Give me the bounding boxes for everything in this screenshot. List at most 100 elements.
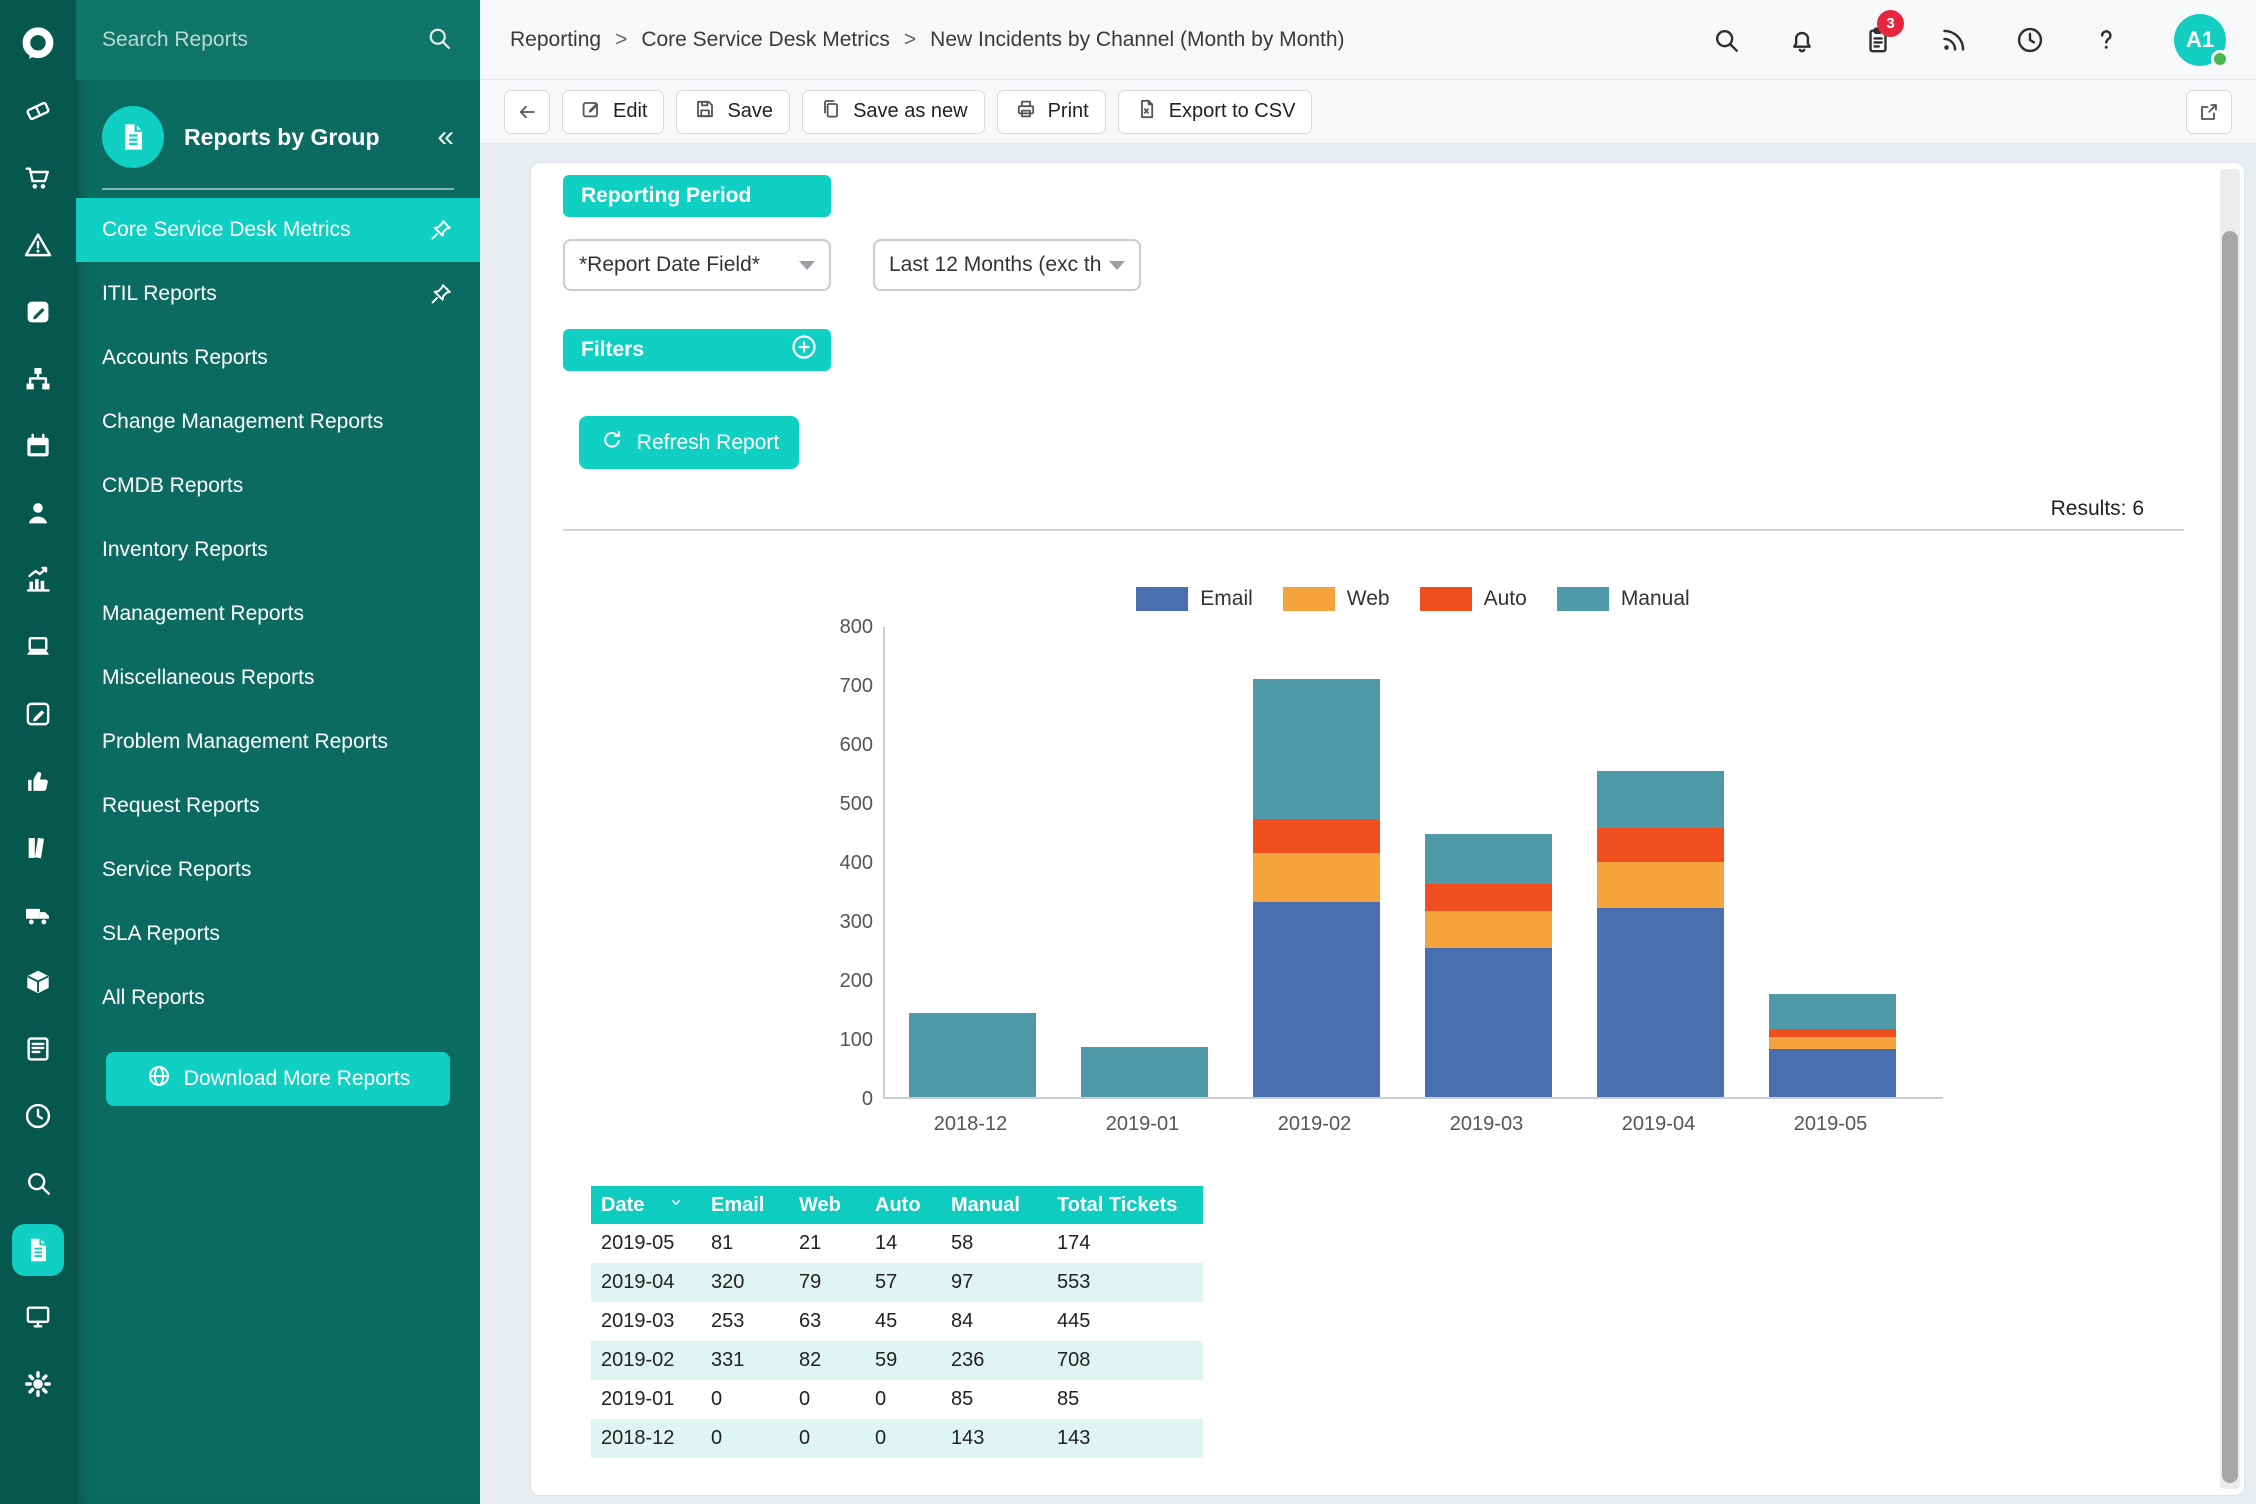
table-cell: 0 <box>875 1388 887 1410</box>
table-cell: 84 <box>951 1310 974 1332</box>
stacked-bar-2019-01 <box>1081 1046 1208 1097</box>
rail-delivery-truck-icon[interactable] <box>0 881 76 948</box>
table-row[interactable]: 2019-03 253 63 45 84 445 <box>591 1302 1203 1341</box>
table-header-date[interactable]: Date <box>591 1186 703 1224</box>
save-button[interactable]: Save <box>676 89 791 134</box>
clipboard-tasks-icon[interactable]: 3 <box>1862 9 1904 56</box>
x-axis-label: 2019-05 <box>1793 1113 1868 1135</box>
rail-sitemap-icon[interactable] <box>0 345 76 412</box>
legend-label: Email <box>1200 587 1253 610</box>
bar-segment-manual <box>1769 994 1896 1029</box>
globe-icon <box>146 1063 172 1095</box>
breadcrumb-item[interactable]: New Incidents by Channel (Month by Month… <box>930 27 1345 51</box>
table-header-email[interactable]: Email <box>703 1186 791 1224</box>
legend-swatch <box>1136 587 1189 611</box>
table-header-manual[interactable]: Manual <box>943 1186 1049 1224</box>
rail-shopping-cart-icon[interactable] <box>0 144 76 211</box>
breadcrumb-item[interactable]: Core Service Desk Metrics <box>641 27 890 51</box>
table-row[interactable]: 2019-05 81 21 14 58 174 <box>591 1224 1203 1263</box>
rail-monitor-icon[interactable] <box>0 1283 76 1350</box>
period-dropdown[interactable]: Last 12 Months (exc this … <box>873 239 1141 291</box>
search-icon[interactable] <box>424 23 454 58</box>
sidebar-item-accounts-reports[interactable]: Accounts Reports <box>76 326 480 390</box>
card-scrollbar-thumb[interactable] <box>2222 231 2238 1483</box>
edit-button[interactable]: Edit <box>562 89 665 134</box>
legend-swatch <box>1282 587 1335 611</box>
rail-calendar-icon[interactable] <box>0 412 76 479</box>
sidebar-item-inventory-reports[interactable]: Inventory Reports <box>76 518 480 582</box>
table-header-web[interactable]: Web <box>791 1186 867 1224</box>
sidebar-item-core-service-desk-metrics[interactable]: Core Service Desk Metrics <box>76 198 480 262</box>
rail-clock-icon[interactable] <box>0 1082 76 1149</box>
sidebar-item-problem-management-reports[interactable]: Problem Management Reports <box>76 710 480 774</box>
breadcrumb-item[interactable]: Reporting <box>510 27 602 51</box>
sidebar-item-request-reports[interactable]: Request Reports <box>76 774 480 838</box>
user-avatar[interactable]: A1 <box>2174 13 2229 68</box>
refresh-report-label: Refresh Report <box>636 430 780 454</box>
rail-user-icon[interactable] <box>0 479 76 546</box>
rail-search-icon[interactable] <box>0 1149 76 1216</box>
bar-segment-manual <box>1597 770 1724 828</box>
open-in-new-window-button[interactable] <box>2186 89 2232 134</box>
search-reports-input[interactable] <box>102 28 424 52</box>
report-date-field-dropdown[interactable]: *Report Date Field* <box>563 239 831 291</box>
rail-settings-gear-icon[interactable] <box>0 1350 76 1417</box>
chart-plot-area: 0 100 200 300 400 500 600 700 800 <box>840 616 1943 1110</box>
rail-edit-square-icon[interactable] <box>0 278 76 345</box>
export-to-csv-button[interactable]: Export to CSV <box>1117 89 1313 134</box>
sidebar-item-cmdb-reports[interactable]: CMDB Reports <box>76 454 480 518</box>
sidebar-item-change-management-reports[interactable]: Change Management Reports <box>76 390 480 454</box>
print-button[interactable]: Print <box>996 89 1106 134</box>
table-header-auto[interactable]: Auto <box>867 1186 943 1224</box>
table-row[interactable]: 2019-02 331 82 59 236 708 <box>591 1341 1203 1380</box>
sidebar-item-sla-reports[interactable]: SLA Reports <box>76 902 480 966</box>
rail-laptop-icon[interactable] <box>0 613 76 680</box>
table-cell: 97 <box>951 1271 974 1293</box>
back-button[interactable] <box>504 89 550 134</box>
rss-feed-icon[interactable] <box>1938 24 1970 56</box>
rail-thumbs-up-icon[interactable] <box>0 747 76 814</box>
rail-warning-triangle-icon[interactable] <box>0 211 76 278</box>
bell-icon[interactable] <box>1786 24 1818 56</box>
rail-ticket-icon[interactable] <box>0 77 76 144</box>
rail-note-edit-icon[interactable] <box>0 680 76 747</box>
sidebar-item-all-reports[interactable]: All Reports <box>76 966 480 1030</box>
sidebar-item-service-reports[interactable]: Service Reports <box>76 838 480 902</box>
csv-file-icon <box>1135 97 1159 127</box>
table-header-total-tickets[interactable]: Total Tickets <box>1049 1186 1203 1224</box>
card-scrollbar[interactable] <box>2220 169 2240 1489</box>
rail-bar-chart-icon[interactable] <box>0 546 76 613</box>
save-as-new-button[interactable]: Save as new <box>802 89 985 134</box>
bar-segment-manual <box>1425 834 1552 885</box>
table-cell: 0 <box>711 1427 723 1449</box>
collapse-sidebar-icon[interactable]: « <box>437 120 454 153</box>
edit-icon <box>579 97 603 127</box>
x-axis-label: 2019-04 <box>1621 1113 1696 1135</box>
help-icon[interactable] <box>2090 24 2122 56</box>
group-header-title: Reports by Group <box>184 123 380 150</box>
pushpin-icon[interactable] <box>428 217 454 243</box>
sort-descending-icon[interactable] <box>666 1192 686 1218</box>
sidebar-item-miscellaneous-reports[interactable]: Miscellaneous Reports <box>76 646 480 710</box>
rail-books-icon[interactable] <box>0 814 76 881</box>
table-cell: 2019-01 <box>601 1388 675 1410</box>
rail-report-document-icon[interactable] <box>0 1216 76 1283</box>
rail-article-icon[interactable] <box>0 1015 76 1082</box>
refresh-report-button[interactable]: Refresh Report <box>579 416 799 469</box>
sidebar-item-label: Miscellaneous Reports <box>102 666 315 689</box>
table-cell: 174 <box>1057 1232 1091 1254</box>
bar-segment-manual <box>909 1012 1036 1097</box>
pushpin-icon[interactable] <box>428 281 454 307</box>
legend-item-web: Web <box>1282 587 1390 611</box>
sidebar-item-management-reports[interactable]: Management Reports <box>76 582 480 646</box>
chart-legend: Email Web Auto Manual <box>883 587 1943 611</box>
clock-history-icon[interactable] <box>2014 24 2046 56</box>
rail-package-box-icon[interactable] <box>0 948 76 1015</box>
table-row[interactable]: 2018-12 0 0 0 143 143 <box>591 1419 1203 1458</box>
search-icon[interactable] <box>1710 24 1742 56</box>
table-row[interactable]: 2019-04 320 79 57 97 553 <box>591 1263 1203 1302</box>
sidebar-item-itil-reports[interactable]: ITIL Reports <box>76 262 480 326</box>
table-row[interactable]: 2019-01 0 0 0 85 85 <box>591 1380 1203 1419</box>
add-filter-icon[interactable] <box>789 332 819 368</box>
download-more-reports-button[interactable]: Download More Reports <box>106 1052 450 1106</box>
